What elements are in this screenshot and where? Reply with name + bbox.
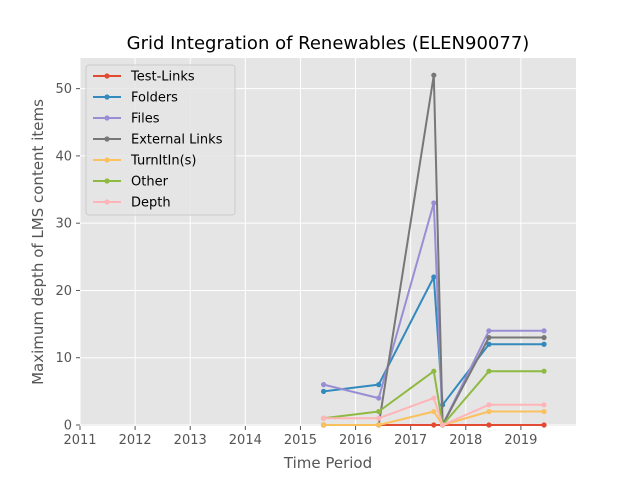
data-point xyxy=(486,369,491,374)
y-ticks: 0 10 20 30 40 50 xyxy=(55,82,80,433)
x-tick-label: 2013 xyxy=(174,433,207,448)
data-point xyxy=(431,395,436,400)
legend: Test-Links Folders Files External Links Turn… xyxy=(86,65,235,215)
y-tick-label: 30 xyxy=(55,217,72,232)
data-point xyxy=(431,274,436,279)
x-tick-label: 2017 xyxy=(394,433,427,448)
legend-label: TurnItIn(s) xyxy=(130,154,196,169)
chart-title: Grid Integration of Renewables (ELEN9007… xyxy=(127,33,530,54)
data-point xyxy=(541,342,546,347)
data-point xyxy=(486,328,491,333)
x-tick-label: 2018 xyxy=(449,433,482,448)
x-axis-label: Time Period xyxy=(283,454,372,472)
legend-label: Depth xyxy=(131,196,171,211)
data-point xyxy=(541,422,546,427)
x-tick-label: 2014 xyxy=(229,433,262,448)
y-tick-label: 50 xyxy=(55,82,72,97)
y-axis-label: Maximum depth of LMS content items xyxy=(29,99,47,385)
data-point xyxy=(486,402,491,407)
data-point xyxy=(321,389,326,394)
x-tick-label: 2016 xyxy=(339,433,372,448)
legend-marker xyxy=(104,94,109,99)
legend-label: Other xyxy=(131,175,169,190)
data-point xyxy=(431,369,436,374)
data-point xyxy=(486,422,491,427)
data-point xyxy=(376,416,381,421)
data-point xyxy=(431,409,436,414)
data-point xyxy=(486,409,491,414)
data-point xyxy=(321,422,326,427)
data-point xyxy=(440,422,445,427)
legend-label: Folders xyxy=(131,91,178,106)
data-point xyxy=(486,335,491,340)
legend-marker xyxy=(104,178,109,183)
legend-marker xyxy=(104,115,109,120)
x-tick-label: 2012 xyxy=(119,433,152,448)
x-tick-label: 2015 xyxy=(284,433,317,448)
legend-label: Test-Links xyxy=(130,70,195,85)
y-tick-label: 40 xyxy=(55,149,72,164)
x-tick-label: 2011 xyxy=(63,433,96,448)
data-point xyxy=(431,200,436,205)
data-point xyxy=(541,335,546,340)
data-point xyxy=(431,422,436,427)
data-point xyxy=(376,409,381,414)
x-ticks: 2011 2012 2013 2014 2015 2016 2017 2018 2019 xyxy=(63,426,537,448)
data-point xyxy=(541,402,546,407)
data-point xyxy=(541,328,546,333)
data-point xyxy=(321,382,326,387)
data-point xyxy=(376,382,381,387)
data-point xyxy=(431,73,436,78)
y-tick-label: 0 xyxy=(64,419,72,434)
data-point xyxy=(541,369,546,374)
y-tick-label: 20 xyxy=(55,284,72,299)
legend-label: External Links xyxy=(131,133,223,148)
y-tick-label: 10 xyxy=(55,351,72,366)
data-point xyxy=(376,395,381,400)
x-tick-label: 2019 xyxy=(504,433,537,448)
data-point xyxy=(376,422,381,427)
legend-label: Files xyxy=(131,112,160,127)
data-point xyxy=(541,409,546,414)
legend-marker xyxy=(104,157,109,162)
legend-marker xyxy=(104,73,109,78)
legend-marker xyxy=(104,136,109,141)
legend-marker xyxy=(104,199,109,204)
data-point xyxy=(321,416,326,421)
